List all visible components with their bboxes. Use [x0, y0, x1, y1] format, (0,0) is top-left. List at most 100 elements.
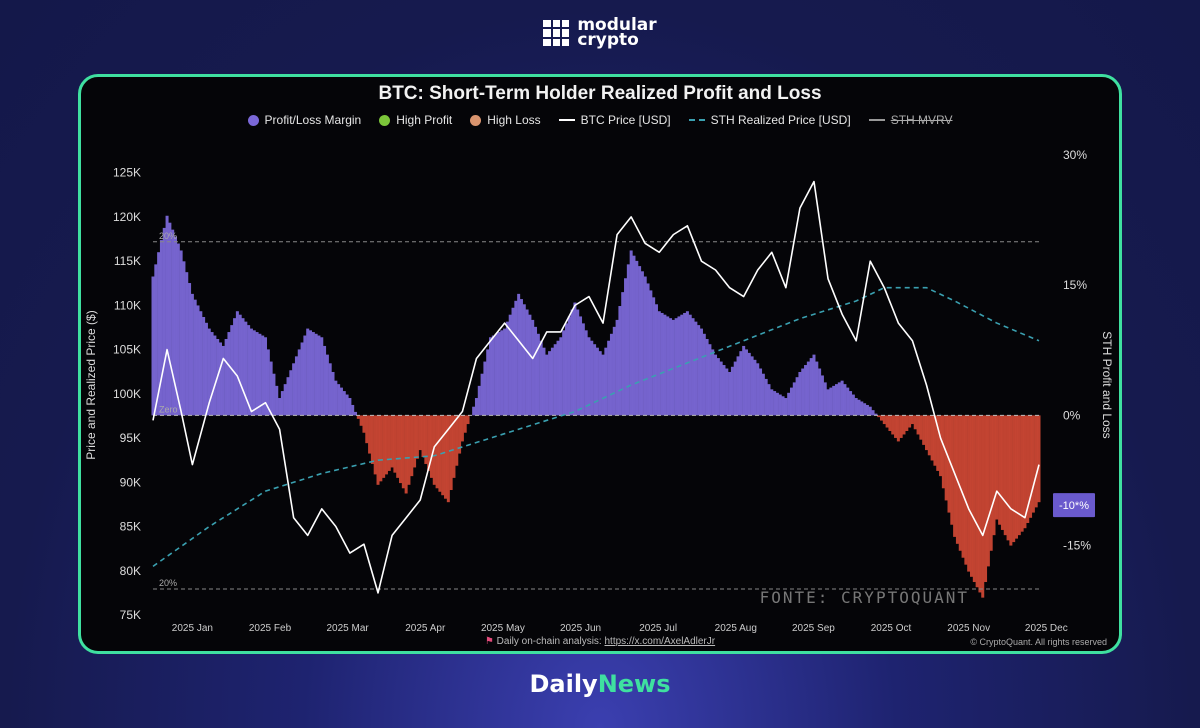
x-tick-label: 2025 Aug — [715, 623, 757, 634]
margin-bar — [162, 227, 166, 416]
footer-link[interactable]: https://x.com/AxelAdlerJr — [604, 636, 716, 647]
margin-bar — [933, 415, 937, 466]
margin-bar — [767, 384, 771, 416]
margin-bar — [202, 317, 206, 416]
margin-bar — [930, 415, 934, 461]
legend-sth-realized[interactable]: STH Realized Price [USD] — [688, 113, 851, 127]
margin-bar — [396, 415, 400, 478]
legend-high-loss[interactable]: High Loss — [470, 113, 541, 127]
margin-bar — [334, 380, 338, 416]
margin-bar — [804, 365, 808, 416]
margin-bar — [536, 333, 540, 416]
news-word: News — [597, 670, 671, 698]
legend-margin[interactable]: Profit/Loss Margin — [247, 113, 362, 127]
margin-bar — [339, 387, 343, 416]
daily-news-logo: DailyNews — [0, 670, 1200, 698]
margin-bar — [961, 415, 965, 558]
margin-bar — [1020, 415, 1024, 532]
margin-bar — [649, 290, 653, 416]
margin-bar — [168, 222, 172, 416]
margin-bar — [1003, 415, 1007, 536]
margin-bar — [882, 415, 886, 425]
margin-bar — [843, 384, 847, 416]
margin-bar — [798, 371, 802, 416]
margin-bar — [671, 319, 675, 416]
margin-bar — [348, 398, 352, 416]
margin-bar — [314, 333, 318, 416]
margin-bar — [834, 384, 838, 416]
margin-bar — [781, 396, 785, 416]
legend-margin-swatch — [247, 114, 259, 126]
margin-bar — [742, 345, 746, 416]
legend-margin-label: Profit/Loss Margin — [264, 113, 362, 127]
chart-frame: 20% Zero 20% 125K 120K 115K 110K 105K 100K 95K 90K… — [78, 74, 1122, 654]
legend-high-profit-label: High Profit — [396, 113, 453, 127]
legend-sth-label: STH Realized Price [USD] — [710, 113, 851, 127]
x-tick-label: 2025 Sep — [792, 623, 835, 634]
margin-bar — [261, 335, 265, 416]
margin-bar — [969, 415, 973, 577]
left-tick-label: 85K — [120, 520, 141, 534]
margin-bar — [652, 297, 656, 416]
margin-bar — [249, 328, 253, 416]
margin-bar — [207, 328, 211, 416]
margin-bar — [801, 368, 805, 416]
margin-bar — [908, 415, 912, 428]
margin-bar — [775, 392, 779, 416]
margin-bar — [905, 415, 909, 431]
margin-bar — [719, 361, 723, 416]
margin-bar — [449, 415, 453, 491]
margin-bar — [832, 385, 836, 416]
margin-bar — [500, 330, 504, 416]
left-tick-label: 115K — [114, 254, 141, 268]
margin-bar — [975, 415, 979, 588]
margin-bar — [868, 406, 872, 416]
margin-bar — [860, 401, 864, 416]
margin-bar — [517, 293, 521, 416]
margin-bar — [795, 377, 799, 416]
margin-bar — [283, 384, 287, 416]
margin-bar — [157, 252, 161, 416]
margin-bar — [413, 415, 417, 468]
margin-bar — [244, 321, 248, 416]
x-tick-label: 2025 Dec — [1025, 623, 1068, 634]
margin-bar — [913, 415, 917, 430]
margin-bar — [598, 351, 602, 416]
margin-bar — [705, 339, 709, 416]
margin-bar — [480, 373, 484, 416]
legend-btc-price[interactable]: BTC Price [USD] — [558, 113, 671, 127]
margin-bar — [812, 354, 816, 416]
margin-bar — [927, 415, 931, 456]
margin-bar — [947, 415, 951, 513]
margin-bar — [646, 283, 650, 416]
margin-bar — [407, 415, 411, 485]
margin-bar — [534, 326, 538, 416]
margin-bar — [235, 311, 239, 416]
margin-bar — [399, 415, 403, 484]
margin-bar — [337, 384, 341, 416]
x-tick-label: 2025 Apr — [405, 623, 446, 634]
left-tick-label: 90K — [120, 475, 141, 489]
margin-bar — [694, 321, 698, 416]
margin-bar — [840, 380, 844, 416]
margin-bar — [278, 398, 282, 416]
legend-btc-swatch — [558, 119, 575, 121]
legend-sth-mvrv[interactable]: STH MVRV — [868, 113, 952, 127]
margin-bar — [632, 255, 636, 416]
margin-bar — [877, 415, 881, 418]
legend-high-profit[interactable]: High Profit — [379, 113, 452, 127]
margin-bar — [421, 415, 425, 458]
margin-bar — [837, 382, 841, 416]
right-tick-label: 0% — [1063, 408, 1081, 422]
margin-bar — [418, 415, 422, 451]
margin-bar — [753, 359, 757, 416]
margin-bar — [379, 415, 383, 482]
margin-bar — [615, 319, 619, 416]
margin-bar — [846, 387, 850, 416]
margin-bar — [455, 415, 459, 466]
margin-bar — [722, 365, 726, 416]
margin-bar — [289, 370, 293, 416]
margin-bar — [477, 385, 481, 416]
margin-bar — [1017, 415, 1021, 536]
margin-bar — [916, 415, 920, 435]
